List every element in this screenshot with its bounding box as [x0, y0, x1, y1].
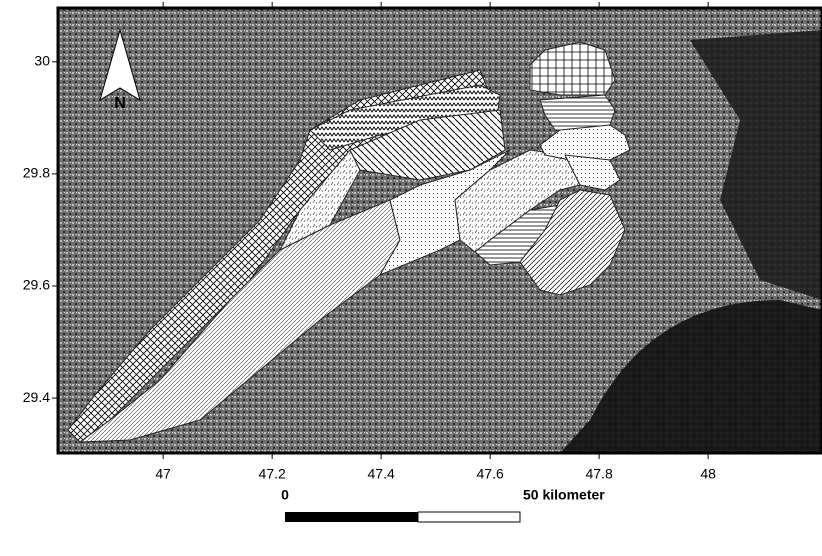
- scale-bar-dark: [285, 512, 418, 522]
- scale-end: 50 kilometer: [523, 487, 605, 503]
- y-tick-label: 29.6: [23, 277, 50, 293]
- page: N 0 50 kilometer 47 47.2 47.4 47.6 47.8 48 29.…: [0, 0, 822, 556]
- map: N 0 50 kilometer 47 47.2 47.4 47.6 47.8 48 29.…: [0, 0, 822, 551]
- region: [540, 95, 615, 130]
- x-tick-label: 47.6: [477, 466, 504, 482]
- x-tick-label: 47.2: [259, 466, 286, 482]
- north-label: N: [114, 95, 126, 112]
- scale-start: 0: [281, 487, 289, 503]
- x-tick-label: 47: [155, 466, 171, 482]
- x-tick-label: 48: [700, 466, 716, 482]
- scale-bar-light: [418, 512, 520, 522]
- y-tick-label: 30: [34, 53, 50, 69]
- x-tick-label: 47.4: [368, 466, 395, 482]
- y-tick-label: 29.8: [23, 165, 50, 181]
- x-tick-label: 47.8: [585, 466, 612, 482]
- y-tick-label: 29.4: [23, 389, 50, 405]
